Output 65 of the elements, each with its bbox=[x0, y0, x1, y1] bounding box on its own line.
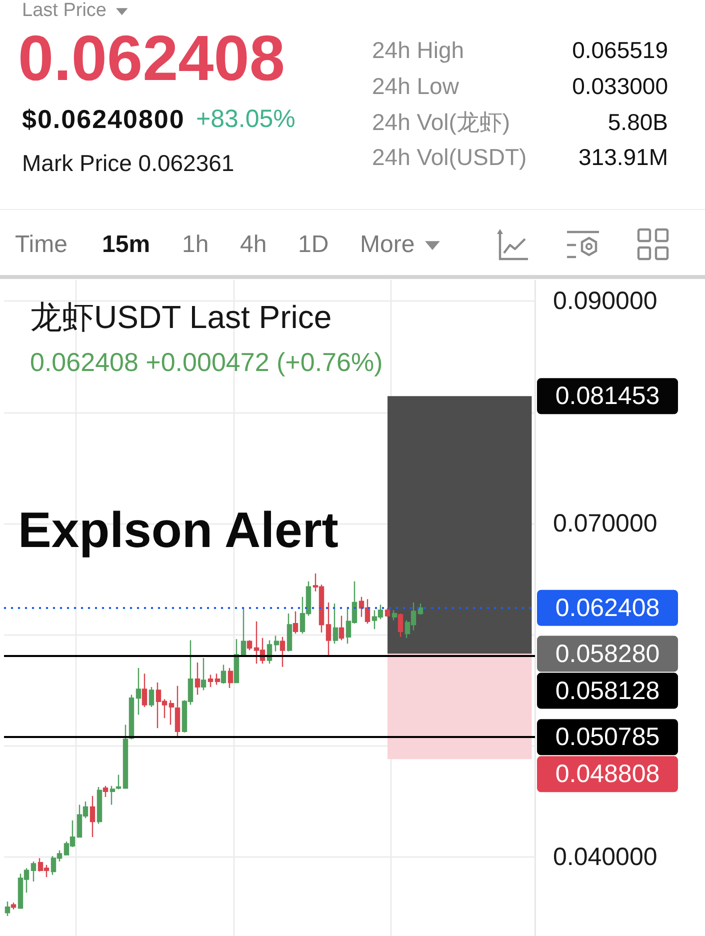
candlestick bbox=[332, 602, 338, 644]
text: 4h bbox=[240, 231, 267, 260]
candlestick bbox=[116, 774, 122, 790]
text: 24h Low bbox=[372, 73, 459, 101]
candlestick bbox=[214, 673, 220, 686]
candlestick bbox=[148, 686, 154, 708]
text: More bbox=[360, 231, 415, 260]
candlestick bbox=[228, 667, 234, 689]
candlestick bbox=[10, 902, 16, 910]
candlestick bbox=[174, 685, 180, 738]
candlestick bbox=[200, 657, 206, 691]
text: 24h Vol(USDT) bbox=[372, 144, 527, 172]
candlestick bbox=[384, 607, 390, 618]
text: 0.048808 bbox=[555, 760, 660, 788]
candlestick bbox=[128, 694, 134, 740]
candlestick bbox=[274, 635, 280, 652]
ref-line-label: 0.050785 bbox=[555, 723, 660, 752]
text: 24h High bbox=[372, 37, 464, 65]
y-tick-label: 0.070000 bbox=[553, 510, 658, 538]
candlestick bbox=[30, 860, 36, 882]
candlestick bbox=[246, 640, 252, 651]
candlestick bbox=[96, 786, 102, 824]
text: 5.80B bbox=[608, 109, 668, 137]
text: 0.062408 +0.000472 (+0.76%) bbox=[30, 347, 383, 377]
text: 0.081453 bbox=[555, 382, 660, 410]
candlestick bbox=[102, 785, 108, 798]
text: 1D bbox=[298, 231, 329, 260]
candlestick bbox=[90, 795, 96, 838]
text: 0.062408 bbox=[18, 21, 285, 96]
candlestick bbox=[168, 700, 174, 726]
candlestick bbox=[208, 674, 214, 688]
text: 1h bbox=[182, 231, 209, 260]
y-tick-label: 0.090000 bbox=[553, 287, 658, 316]
candlestick bbox=[286, 612, 292, 652]
y-tick-label: 0.040000 bbox=[553, 843, 658, 872]
candlestick bbox=[392, 610, 398, 621]
annotation: Explson Alert bbox=[18, 502, 339, 558]
candlestick bbox=[234, 638, 240, 684]
text: $0.06240800 bbox=[22, 104, 185, 136]
candlestick bbox=[194, 662, 200, 696]
text: 24h Vol(龙虾) bbox=[372, 109, 510, 137]
candlestick bbox=[220, 664, 226, 684]
ref-line-label: 0.058128 bbox=[555, 676, 660, 705]
ref-line-label: 0.062408 bbox=[555, 594, 660, 622]
candlestick bbox=[418, 602, 424, 616]
text: +83.05% bbox=[196, 104, 296, 134]
text: Time bbox=[15, 231, 68, 260]
candlestick bbox=[4, 900, 10, 917]
text: 313.91M bbox=[578, 144, 668, 172]
text: Mark Price 0.062361 bbox=[22, 150, 234, 178]
text: 0.033000 bbox=[572, 73, 668, 101]
text: Last Price bbox=[22, 0, 106, 23]
candlestick bbox=[122, 724, 128, 789]
candlestick bbox=[280, 636, 286, 668]
candlestick bbox=[142, 673, 148, 708]
candlestick bbox=[110, 785, 116, 806]
candlestick bbox=[338, 615, 344, 641]
candlestick bbox=[136, 667, 142, 716]
text: 0.065519 bbox=[572, 37, 668, 65]
text: 15m bbox=[102, 231, 150, 260]
candlestick bbox=[326, 602, 332, 656]
text: 0.058280 bbox=[555, 640, 660, 668]
text: 龙虾USDT Last Price bbox=[30, 299, 332, 335]
candlestick bbox=[398, 612, 404, 638]
candlestick bbox=[292, 610, 298, 634]
